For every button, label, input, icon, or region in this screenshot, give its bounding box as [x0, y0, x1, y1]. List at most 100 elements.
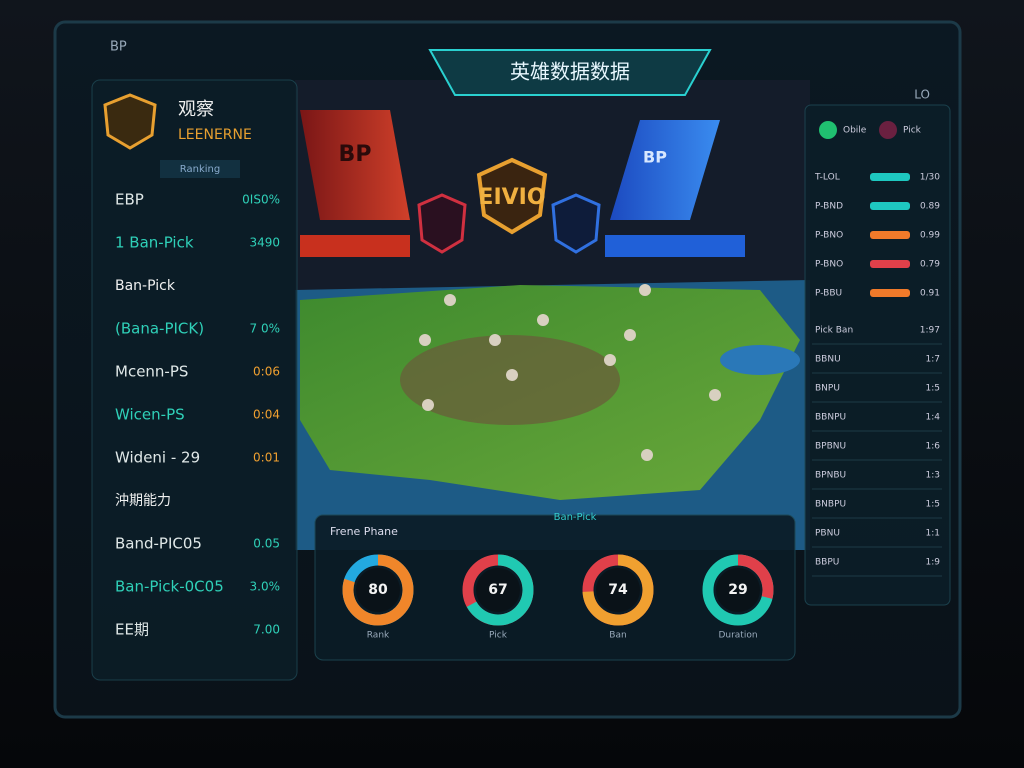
- donut-value: 29: [728, 582, 747, 598]
- row-value: 1:7: [926, 355, 940, 365]
- row-label: (Bana-PICK): [115, 320, 204, 338]
- row-label: 沖期能力: [115, 493, 171, 509]
- donut-value: 74: [608, 582, 628, 598]
- row-value: 1:5: [926, 384, 940, 394]
- donut-arc: [342, 554, 414, 626]
- left-banner: BP: [339, 142, 372, 167]
- donut-panel: [314, 514, 796, 661]
- right-banner-bg: [610, 120, 720, 220]
- row-label: BBPU: [815, 558, 839, 568]
- row-label: BBNPU: [815, 413, 846, 423]
- donut-hole: [476, 568, 520, 612]
- donut-hole: [596, 568, 640, 612]
- row-label: PBNU: [815, 529, 840, 539]
- team-icon-1: [819, 121, 837, 139]
- row-value: 3490: [249, 236, 280, 250]
- logo-emblem: [103, 93, 157, 150]
- tag-bg: [160, 160, 240, 178]
- bar-value: 0.99: [920, 231, 940, 241]
- bar-value: 0.89: [920, 202, 940, 212]
- row-label: BPBNU: [815, 442, 846, 452]
- top-left: BP: [110, 40, 127, 55]
- team-icon-2: [879, 121, 897, 139]
- left-panel: [91, 79, 298, 681]
- donut-title: Frene Phane: [330, 525, 398, 538]
- row-value: 1:5: [926, 500, 940, 510]
- row-value: 0.05: [253, 537, 280, 551]
- row-label: BPNBU: [815, 471, 846, 481]
- row-value: 0:06: [253, 365, 280, 379]
- logo-subtitle: LEENERNE: [178, 127, 252, 143]
- right-banner: BP: [643, 148, 667, 167]
- blue-strip: [605, 235, 745, 257]
- right-rows: T-LOL 1/30 P-BND 0.89 P-BNO 0.99 P-BNO 0.79 P-BB…: [812, 173, 942, 577]
- row-value: 7.00: [253, 623, 280, 637]
- blue-crest: [551, 193, 601, 254]
- title: 英雄数据数据: [510, 60, 630, 84]
- red-strip: [300, 235, 410, 257]
- row-value: 1:4: [926, 413, 941, 423]
- row-label: Wicen-PS: [115, 406, 185, 424]
- bar-label: P-BBU: [815, 289, 842, 299]
- row-value: 7 0%: [250, 322, 281, 336]
- left-banner-bg: [300, 110, 410, 220]
- row-label: Mcenn-PS: [115, 363, 188, 381]
- lake: [720, 345, 800, 375]
- row-value: 0:01: [253, 451, 280, 465]
- center-crest: [476, 157, 548, 235]
- bar: [870, 173, 910, 181]
- row-value: 1:6: [926, 442, 941, 452]
- row-value: 1:9: [926, 558, 941, 568]
- row-label: Band-PIC05: [115, 535, 202, 553]
- bar-value: 1/30: [920, 173, 940, 183]
- row-label: BNPU: [815, 384, 840, 394]
- left-rows: EBP 0IS0% 1 Ban-Pick 3490 Ban-Pick (Bana-PICK…: [115, 191, 280, 639]
- donut-label: Duration: [718, 631, 757, 641]
- row-value: 0:04: [253, 408, 280, 422]
- donut-label: Pick: [489, 631, 508, 641]
- top-label-2: Pick: [903, 126, 922, 136]
- row-label: 1 Ban-Pick: [115, 234, 194, 252]
- bar: [870, 289, 910, 297]
- bar-value: 0.79: [920, 260, 940, 270]
- donut-value: 67: [488, 582, 507, 598]
- donut-hole: [356, 568, 400, 612]
- bar-label: P-BNO: [815, 231, 843, 241]
- bar: [870, 260, 910, 268]
- row-value: 0IS0%: [242, 193, 280, 207]
- players: [419, 284, 721, 461]
- donut-arc: [582, 554, 654, 626]
- logo-title: 观察: [178, 99, 214, 120]
- bar-label: P-BNO: [815, 260, 843, 270]
- top-label: Obile: [843, 126, 867, 136]
- title-plate: [428, 49, 712, 96]
- row-label: BBNU: [815, 355, 841, 365]
- row-value: 3.0%: [250, 580, 281, 594]
- center-logo: EIVIO: [478, 185, 545, 210]
- donut-value: 80: [368, 582, 388, 598]
- tag: Ranking: [180, 164, 220, 175]
- row-label: EBP: [115, 191, 144, 209]
- bar-value: 0.91: [920, 289, 940, 299]
- donut-subtitle: Ban-Pick: [554, 512, 597, 523]
- row-label: Pick Ban: [815, 326, 853, 336]
- row-label: Ban-Pick: [115, 278, 176, 294]
- row-label: BNBPU: [815, 500, 846, 510]
- donut-hole: [716, 568, 760, 612]
- row-label: Ban-Pick-0C05: [115, 578, 224, 596]
- right-panel: [804, 104, 951, 606]
- row-label: Wideni - 29: [115, 449, 200, 467]
- bar-label: T-LOL: [814, 173, 840, 183]
- top-right: LO: [914, 88, 930, 102]
- bar: [870, 231, 910, 239]
- bar: [870, 202, 910, 210]
- row-value: 1:1: [926, 529, 940, 539]
- row-value: 1:97: [920, 326, 940, 336]
- donut-label: Rank: [367, 631, 390, 641]
- row-label: EE期: [115, 621, 149, 639]
- donut-arc: [702, 554, 774, 626]
- donuts: 80 Rank 67 Pick 74 Ban 29 Duration: [342, 554, 774, 641]
- bar-label: P-BND: [815, 202, 843, 212]
- donut-arc: [462, 554, 534, 626]
